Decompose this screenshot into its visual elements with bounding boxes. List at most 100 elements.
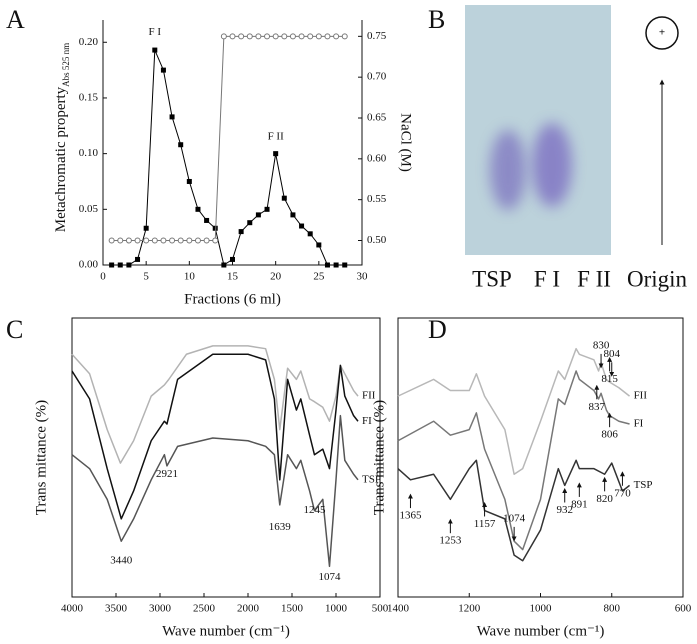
x-tick-label: 1000: [530, 603, 553, 615]
annotation: 804: [604, 348, 621, 360]
spectrum-line: [397, 347, 631, 475]
marker: [246, 33, 253, 40]
y2-tick-label: 0.60: [367, 152, 387, 164]
marker: [324, 262, 330, 268]
marker: [247, 220, 253, 226]
marker: [160, 237, 167, 244]
marker: [177, 237, 184, 244]
marker: [290, 212, 296, 218]
marker: [186, 237, 193, 244]
y2-tick-label: 0.65: [367, 112, 387, 124]
marker: [230, 256, 235, 262]
band: [490, 130, 526, 210]
annotation: 891: [571, 498, 588, 510]
marker: [255, 212, 261, 218]
x-tick-label: 500: [372, 603, 389, 615]
marker: [264, 33, 271, 40]
marker: [152, 47, 158, 53]
x-tick-label: 3000: [149, 603, 172, 615]
plot-frame: [397, 317, 684, 598]
annotation: 806: [601, 429, 618, 441]
y-axis-label-sub: Abs 525 nm: [61, 43, 71, 87]
x-tick-label: 15: [227, 271, 239, 283]
annotation: 830: [593, 339, 610, 351]
series-label: TSP: [634, 479, 653, 491]
x-tick-label: 20: [270, 271, 282, 283]
marker: [195, 206, 201, 212]
marker: [108, 237, 115, 244]
lane-label: TSP: [472, 266, 512, 291]
annotation: 820: [596, 493, 613, 505]
series-label: TSP: [362, 473, 381, 485]
gel-panel: [465, 5, 679, 255]
series-label: FI: [362, 415, 372, 427]
marker: [117, 237, 124, 244]
marker: [238, 229, 244, 235]
marker: [333, 262, 339, 268]
marker: [341, 33, 348, 40]
series-label: FII: [634, 390, 648, 402]
marker: [212, 225, 218, 231]
marker: [212, 237, 219, 244]
y2-tick-label: 0.75: [367, 30, 387, 42]
plot-frame: [71, 317, 381, 598]
lane-label: F II: [577, 266, 611, 291]
marker: [324, 33, 331, 40]
marker: [109, 262, 115, 268]
annotation: 1245: [303, 504, 326, 516]
marker: [229, 33, 236, 40]
x-tick-label: 1400: [387, 603, 410, 615]
origin-label: Origin: [627, 266, 688, 291]
y-tick-label: 0.20: [79, 36, 99, 48]
annotation: 837: [589, 401, 606, 413]
y-axis-label: Trans mittance (%): [371, 400, 387, 515]
axes: [102, 20, 363, 266]
y-tick-label: 0.05: [79, 203, 99, 215]
annotation: 1639: [269, 521, 292, 533]
marker: [255, 33, 262, 40]
marker: [221, 262, 227, 268]
marker: [289, 33, 296, 40]
y2-tick-label: 0.50: [367, 234, 387, 246]
y2-axis-label: NaCl (M): [398, 113, 414, 172]
marker: [125, 237, 132, 244]
annotation: 2921: [156, 468, 178, 480]
x-tick-label: 25: [313, 271, 325, 283]
marker: [126, 262, 132, 268]
annotation: 1074: [503, 512, 526, 524]
panel-label: A: [6, 5, 25, 34]
panel-label: D: [428, 315, 447, 344]
x-tick-label: 4000: [61, 603, 84, 615]
x-tick-label: 1500: [281, 603, 304, 615]
spectrum-line: [71, 345, 359, 464]
y2-tick-label: 0.55: [367, 193, 387, 205]
marker: [160, 67, 166, 73]
annotation: 770: [614, 487, 631, 499]
series-line: [111, 35, 345, 241]
x-tick-label: 2000: [237, 603, 260, 615]
marker: [143, 237, 150, 244]
annotation: 932: [556, 504, 573, 516]
marker: [298, 33, 305, 40]
spectrum-line: [71, 353, 359, 520]
marker: [272, 33, 279, 40]
marker: [273, 151, 279, 157]
marker: [220, 33, 227, 40]
series-label: FI: [634, 418, 644, 430]
x-tick-label: 5: [143, 271, 149, 283]
marker: [316, 242, 322, 248]
x-tick-label: 10: [184, 271, 196, 283]
marker: [169, 114, 175, 120]
x-tick-label: 600: [675, 603, 692, 615]
marker: [238, 33, 245, 40]
spectrum-line: [397, 370, 630, 551]
marker: [186, 178, 192, 184]
x-tick-label: 2500: [193, 603, 216, 615]
series-label: FII: [362, 390, 376, 402]
x-tick-label: 800: [604, 603, 621, 615]
panel-label: C: [6, 315, 23, 344]
gel-image: [465, 5, 611, 255]
x-axis-label: Fractions (6 ml): [184, 291, 281, 307]
x-tick-label: 30: [357, 271, 369, 283]
